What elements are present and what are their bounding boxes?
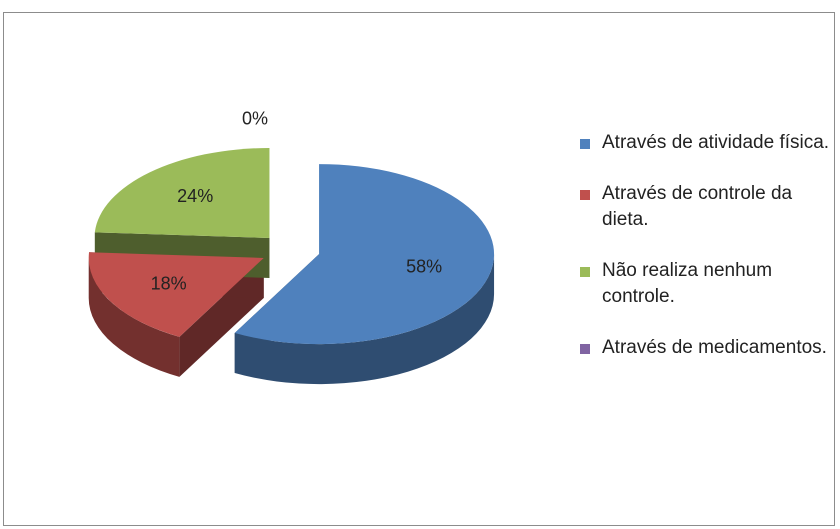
data-label: 0% <box>242 108 268 128</box>
legend-swatch <box>580 344 590 354</box>
legend-label: Através de atividade física. <box>602 132 830 153</box>
slice <box>88 252 264 337</box>
legend-item: Através de controle da dieta. <box>580 181 835 233</box>
legend-swatch <box>580 267 590 277</box>
data-label: 58% <box>406 257 442 277</box>
legend-label: Não realiza nenhum controle. <box>602 260 773 307</box>
legend: Através de atividade física. Através de c… <box>580 130 835 386</box>
data-label: 24% <box>177 186 213 206</box>
legend-item: Através de medicamentos. <box>580 335 835 361</box>
slice <box>234 164 495 345</box>
slice-side <box>234 254 495 385</box>
legend-label: Através de medicamentos. <box>602 337 827 358</box>
slice-side <box>88 257 180 377</box>
data-label: 18% <box>151 274 187 294</box>
legend-swatch <box>580 190 590 200</box>
legend-label: Através de controle da dieta. <box>602 183 793 230</box>
chart-frame <box>3 12 835 526</box>
legend-swatch <box>580 139 590 149</box>
slice <box>94 147 270 238</box>
legend-item: Através de atividade física. <box>580 130 835 156</box>
legend-item: Não realiza nenhum controle. <box>580 258 835 310</box>
